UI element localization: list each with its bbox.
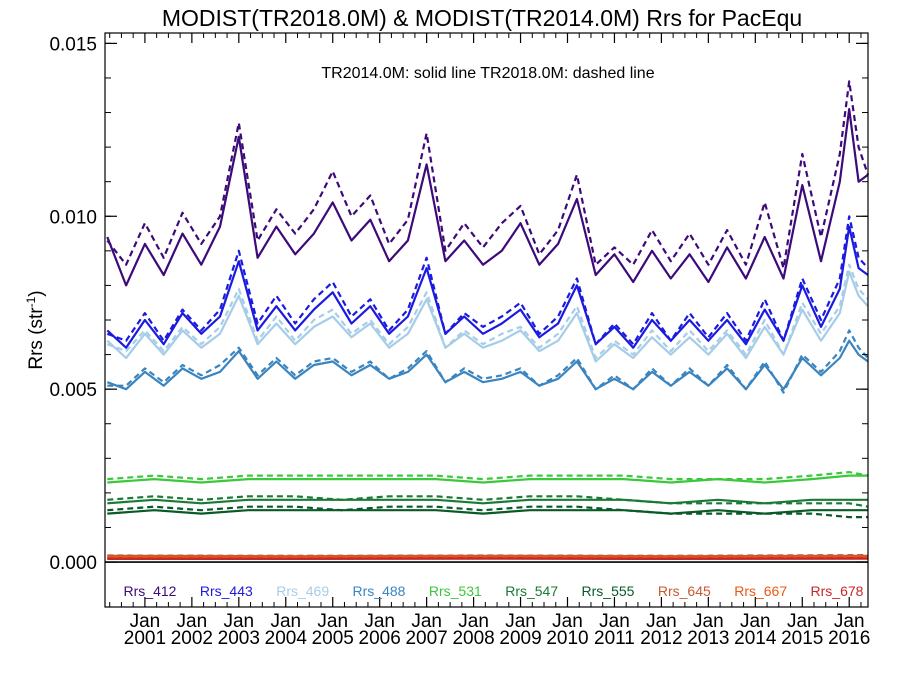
x-tick-month: Jan — [411, 611, 442, 632]
x-tick-year: 2015 — [781, 628, 823, 649]
series-line-rrs-443-solid — [106, 225, 869, 349]
x-tick-month: Jan — [177, 611, 208, 632]
x-tick-year: 2011 — [594, 628, 635, 649]
legend-item-rrs-547: Rrs_547 — [505, 583, 558, 599]
x-tick-year: 2003 — [218, 628, 260, 649]
x-tick-year: 2001 — [124, 628, 166, 649]
x-tick-year: 2016 — [828, 628, 870, 649]
series-line-rrs-531-dashed — [107, 471, 869, 481]
y-axis-label: Rrs (str-1) — [24, 290, 47, 369]
x-tick-month: Jan — [505, 611, 536, 632]
x-tick-year: 2007 — [405, 628, 447, 649]
legend-item-rrs-555: Rrs_555 — [582, 583, 635, 599]
y-tick-label: 0.005 — [49, 380, 97, 401]
legend-item-rrs-531: Rrs_531 — [429, 583, 482, 599]
x-tick-year: 2008 — [452, 628, 494, 649]
x-tick-year: 2013 — [687, 628, 729, 649]
series-line-rrs-412-dashed — [106, 80, 870, 270]
x-tick-year: 2012 — [640, 628, 682, 649]
series-line-rrs-488-solid — [106, 339, 869, 391]
x-tick-year: 2014 — [734, 628, 777, 649]
legend-item-rrs-412: Rrs_412 — [124, 583, 177, 599]
series-line-rrs-555-solid — [107, 509, 868, 515]
x-tick-month: Jan — [552, 611, 583, 632]
series-line-rrs-555-dashed — [107, 505, 868, 519]
series-line-rrs-531-solid — [107, 474, 868, 484]
y-tick-label: 0.015 — [49, 34, 97, 55]
plot-frame — [104, 32, 869, 608]
x-tick-year: 2002 — [171, 628, 213, 649]
series-line-rrs-443-dashed — [106, 215, 869, 346]
y-tick-label: 0.000 — [49, 553, 97, 574]
x-tick-month: Jan — [270, 611, 301, 632]
x-tick-month: Jan — [693, 611, 724, 632]
axis-layer: 0.0000.0050.0100.015Jan2001Jan2002Jan200… — [49, 32, 870, 649]
series-line-rrs-469-dashed — [106, 263, 869, 360]
x-tick-month: Jan — [599, 611, 630, 632]
series-line-rrs-469-solid — [106, 270, 869, 363]
legend: Rrs_412 Rrs_443 Rrs_469 Rrs_488 Rrs_531 Rrs_5… — [124, 583, 864, 599]
x-tick-month: Jan — [646, 611, 677, 632]
line-style-annotation: TR2014.0M: solid line TR2018.0M: dashed … — [321, 65, 654, 82]
chart-title: MODIST(TR2018.0M) & MODIST(TR2014.0M) Rr… — [162, 5, 802, 31]
legend-item-rrs-443: Rrs_443 — [200, 583, 253, 599]
x-tick-year: 2005 — [312, 628, 354, 649]
series-line-rrs-488-dashed — [107, 329, 869, 394]
series-line-rrs-412-solid — [106, 108, 869, 287]
legend-item-rrs-469: Rrs_469 — [276, 583, 329, 599]
series-line-rrs-645-dashed — [107, 554, 869, 557]
legend-item-rrs-678: Rrs_678 — [811, 583, 864, 599]
x-tick-month: Jan — [130, 611, 161, 632]
x-tick-year: 2010 — [546, 628, 588, 649]
x-tick-month: Jan — [317, 611, 348, 632]
series-layer — [106, 80, 870, 560]
legend-item-rrs-488: Rrs_488 — [353, 583, 406, 599]
x-tick-month: Jan — [364, 611, 395, 632]
y-tick-label: 0.010 — [49, 207, 97, 228]
legend-item-rrs-667: Rrs_667 — [734, 583, 787, 599]
x-tick-year: 2004 — [265, 628, 308, 649]
x-tick-month: Jan — [223, 611, 254, 632]
x-tick-year: 2006 — [359, 628, 401, 649]
series-line-rrs-547-dashed — [107, 495, 869, 508]
x-tick-month: Jan — [787, 611, 818, 632]
x-tick-month: Jan — [458, 611, 489, 632]
legend-item-rrs-645: Rrs_645 — [658, 583, 711, 599]
series-line-rrs-547-solid — [107, 498, 868, 505]
x-tick-month: Jan — [834, 611, 865, 632]
x-tick-year: 2009 — [499, 628, 541, 649]
x-tick-month: Jan — [740, 611, 771, 632]
